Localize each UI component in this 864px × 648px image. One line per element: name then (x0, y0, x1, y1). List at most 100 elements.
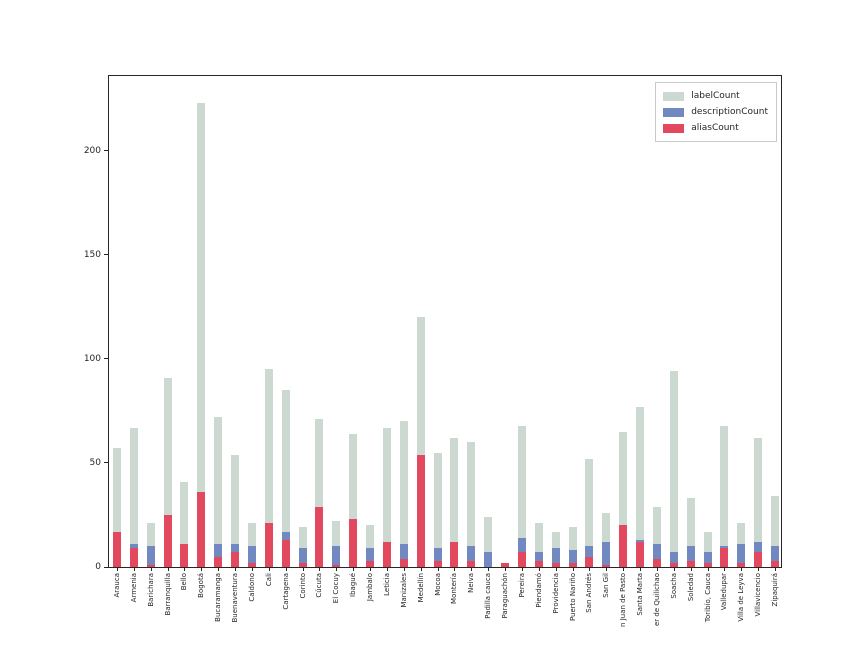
aliasCount-bar (534, 561, 543, 567)
x-tick-mark (252, 567, 253, 571)
x-tick-mark (724, 567, 725, 571)
descriptionCount-bar (686, 546, 695, 567)
labelCount-bar (281, 390, 290, 567)
x-tick-mark (454, 567, 455, 571)
x-tick-mark (775, 567, 776, 571)
x-tick-label: Barichara (146, 573, 155, 607)
x-tick-label: Bucaramanga (214, 573, 223, 622)
x-tick-label: Neiva (467, 573, 476, 593)
y-tick-mark (104, 254, 108, 256)
labelCount-bar (467, 442, 476, 567)
descriptionCount-bar (433, 548, 442, 567)
aliasCount-bar (247, 563, 256, 567)
labelCount-bar (771, 496, 779, 567)
plot-area: 0 50 100 150 200 Arauca Armenia Barichara Barra… (84, 75, 782, 627)
x-tick-label: Armenia (129, 573, 138, 603)
labelCount-bar (298, 527, 307, 567)
x-tick-mark (691, 567, 692, 571)
descriptionCount-bar (332, 546, 341, 567)
x-tick-label: Cartagena (281, 573, 290, 610)
descriptionCount-bar (669, 552, 678, 567)
aliasCount-bar (771, 561, 779, 567)
x-tick-mark (404, 567, 405, 571)
aliasCount-bar (450, 542, 459, 567)
aliasCount-bar (146, 565, 155, 567)
x-tick-mark (319, 567, 320, 571)
x-tick-mark (640, 567, 641, 571)
x-tick-mark (573, 567, 574, 571)
descriptionCount-bar (534, 552, 543, 567)
x-tick-mark (353, 567, 354, 571)
labelCount-bar (197, 103, 206, 567)
descriptionCount-bar (247, 546, 256, 567)
legend-row: descriptionCount (663, 104, 768, 120)
legend-swatch-aliasCount (663, 123, 685, 133)
x-tick-label: Toribío, Cauca (703, 573, 712, 623)
aliasCount-bar (737, 563, 746, 567)
aliasCount-bar (382, 542, 391, 567)
labelCount-bar (686, 498, 695, 567)
descriptionCount-bar (146, 546, 155, 567)
x-tick-label: Piendamó (534, 573, 543, 608)
x-tick-label: Providencia (551, 573, 560, 614)
x-tick-label: Caldono (247, 573, 256, 602)
legend-row: labelCount (663, 88, 768, 104)
x-tick-label: er de Quilichao (652, 573, 661, 627)
aliasCount-bar (433, 561, 442, 567)
x-tick-mark (522, 567, 523, 571)
labelCount-bar (264, 369, 273, 567)
labelCount-bar (433, 453, 442, 567)
x-tick-label: Montería (450, 573, 459, 604)
aliasCount-bar (585, 557, 594, 567)
x-tick-mark (117, 567, 118, 571)
x-tick-label: Buenaventura (231, 573, 240, 623)
aliasCount-bar (214, 557, 223, 567)
x-tick-label: Pereira (517, 573, 526, 598)
x-tick-mark (505, 567, 506, 571)
x-tick-mark (488, 567, 489, 571)
descriptionCount-bar (703, 552, 712, 567)
labelCount-bar (366, 525, 375, 567)
x-tick-label: San Andrés (585, 573, 594, 613)
aliasCount-bar (231, 552, 240, 567)
aliasCount-bar (551, 563, 560, 567)
aliasCount-bar (669, 563, 678, 567)
x-tick-mark (539, 567, 540, 571)
descriptionCount-bar (737, 544, 746, 567)
aliasCount-bar (349, 519, 358, 567)
aliasCount-bar (703, 563, 712, 567)
labelCount-bar (349, 434, 358, 567)
x-tick-mark (471, 567, 472, 571)
labelCount-bar (585, 459, 594, 567)
labelCount-bar (754, 438, 763, 567)
aliasCount-bar (281, 540, 290, 567)
y-tick-mark (104, 462, 108, 464)
descriptionCount-bar (399, 544, 408, 567)
x-tick-label: Cali (264, 573, 273, 587)
descriptionCount-bar (484, 552, 493, 567)
aliasCount-bar (652, 559, 661, 567)
labelCount-bar (619, 432, 628, 567)
aliasCount-bar (720, 548, 729, 567)
descriptionCount-bar (298, 548, 307, 567)
descriptionCount-bar (602, 542, 611, 567)
y-tick-mark (104, 150, 108, 152)
x-tick-label: Mocoa (433, 573, 442, 596)
labelCount-bar (602, 513, 611, 567)
aliasCount-bar (113, 532, 121, 567)
aliasCount-bar (332, 565, 341, 567)
labelCount-bar (247, 523, 256, 567)
labelCount-bar (180, 482, 189, 567)
labelCount-bar (315, 419, 324, 567)
aliasCount-bar (180, 544, 189, 567)
labelCount-bar (416, 317, 425, 567)
labelCount-bar (382, 428, 391, 567)
legend-label: aliasCount (691, 123, 739, 133)
x-tick-mark (201, 567, 202, 571)
x-tick-mark (556, 567, 557, 571)
legend-swatch-descriptionCount (663, 107, 685, 117)
x-tick-mark (674, 567, 675, 571)
aliasCount-bar (399, 559, 408, 567)
aliasCount-bar (636, 542, 645, 567)
